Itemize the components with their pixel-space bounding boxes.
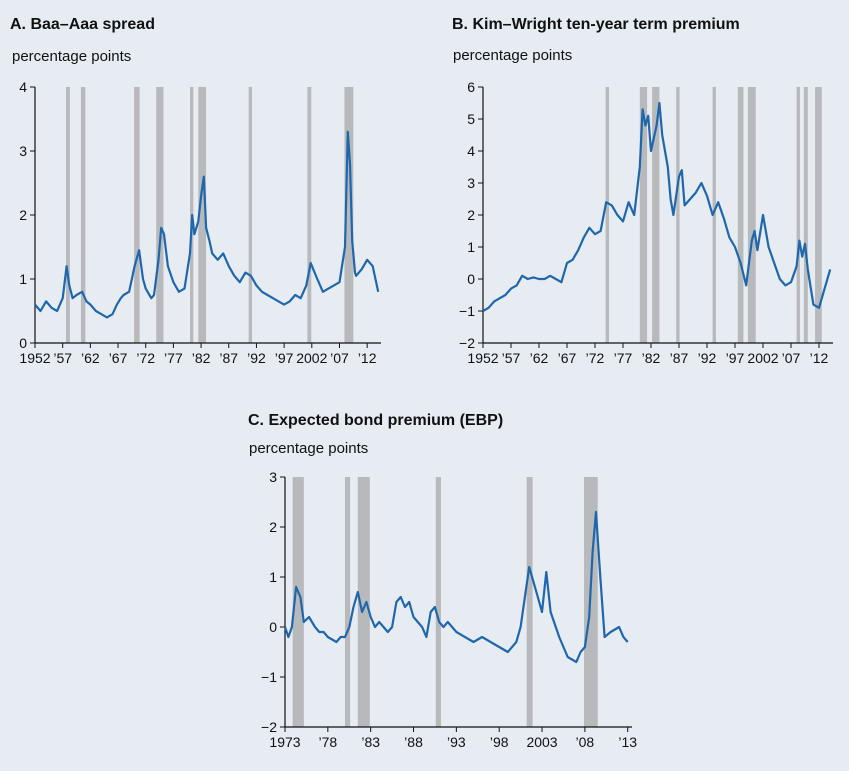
panel-c-title: C. Expected bond premium (EBP) <box>248 412 504 429</box>
y-tick-label: 5 <box>467 111 475 127</box>
series-line <box>34 130 380 319</box>
x-tick-label: ’12 <box>358 350 377 366</box>
y-tick-label: 2 <box>19 207 27 223</box>
panel-a: A. Baa–Aaa spread percentage points 0 1 2 3… <box>0 0 424 380</box>
x-tick-label: 2003 <box>526 734 557 750</box>
panel-b-unit: percentage points <box>453 47 573 64</box>
x-tick-label: ’08 <box>576 734 595 750</box>
x-tick-label: ’83 <box>361 734 380 750</box>
x-tick-label: ’67 <box>109 350 128 366</box>
x-tick-label: ’13 <box>618 734 637 750</box>
series-line <box>283 510 629 664</box>
y-tick-label: 0 <box>269 619 277 635</box>
y-tick-label: 2 <box>269 519 277 535</box>
y-tick-label: 1 <box>467 239 475 255</box>
x-tick-label: ’93 <box>447 734 466 750</box>
x-tick-label: 2002 <box>296 350 327 366</box>
x-tick-label: ’07 <box>782 350 801 366</box>
recession-band-2 <box>357 477 370 727</box>
y-tick-label: 3 <box>269 469 277 485</box>
recession-band-5 <box>198 87 207 343</box>
recession-band-1 <box>344 477 351 727</box>
recession-band-0 <box>605 87 609 343</box>
recession-band-3 <box>156 87 164 343</box>
x-tick-label: ’72 <box>586 350 605 366</box>
x-tick-label: ’87 <box>219 350 238 366</box>
recession-band-8 <box>803 87 808 343</box>
panel-c: C. Expected bond premium (EBP) percentag… <box>240 400 660 771</box>
recession-band-7 <box>796 87 800 343</box>
panel-a-title: A. Baa–Aaa spread <box>10 16 155 33</box>
y-tick-label: 4 <box>19 79 27 95</box>
recession-band-6 <box>747 87 756 343</box>
chart-c: −2 −1 0 1 2 3 1973 ’78 ’83 ’88 ’93 ’98 2003 ’08 ’13 <box>261 469 637 750</box>
y-tick-label: 3 <box>467 175 475 191</box>
x-tick-label: ’57 <box>502 350 521 366</box>
x-tick-label: ’92 <box>698 350 717 366</box>
y-tick-label: −1 <box>261 669 277 685</box>
x-tick-label: ’62 <box>81 350 100 366</box>
x-tick-label: ’82 <box>192 350 211 366</box>
x-tick-label: 1952 <box>467 350 498 366</box>
recession-band-5 <box>737 87 744 343</box>
x-tick-label: ’62 <box>530 350 549 366</box>
y-tick-label: −2 <box>459 335 475 351</box>
recession-band-4 <box>712 87 716 343</box>
y-tick-label: 4 <box>467 143 475 159</box>
panel-b: B. Kim–Wright ten-year term premium perc… <box>440 0 849 380</box>
x-tick-label: 2002 <box>747 350 778 366</box>
x-tick-label: ’72 <box>136 350 155 366</box>
x-tick-label: ’67 <box>558 350 577 366</box>
recession-band-1 <box>639 87 648 343</box>
x-tick-label: ’57 <box>53 350 72 366</box>
x-tick-label: ’77 <box>164 350 183 366</box>
series-line <box>482 101 832 312</box>
recession-band-0 <box>292 477 304 727</box>
chart-b: −2 −1 0 1 2 3 4 5 6 1952’57 ’62 ’67 ’72 ’77 ’82 ’87 ’92 ’… <box>459 79 833 366</box>
y-tick-label: 1 <box>19 271 27 287</box>
y-tick-label: 3 <box>19 143 27 159</box>
recession-band-6 <box>248 87 253 343</box>
y-tick-label: 6 <box>467 79 475 95</box>
recession-band-2 <box>134 87 140 343</box>
x-tick-label: ’78 <box>318 734 337 750</box>
x-tick-label: 1973 <box>269 734 300 750</box>
y-tick-label: 0 <box>19 335 27 351</box>
x-tick-label: ’97 <box>275 350 294 366</box>
x-tick-label: ’88 <box>404 734 423 750</box>
recession-band-1 <box>80 87 86 343</box>
x-tick-label: ’97 <box>726 350 745 366</box>
recession-band-4 <box>526 477 533 727</box>
recession-band-8 <box>344 87 354 343</box>
y-tick-label: 1 <box>269 569 277 585</box>
x-tick-label: ’87 <box>670 350 689 366</box>
recession-band-3 <box>676 87 680 343</box>
y-tick-label: −2 <box>261 719 277 735</box>
panel-b-title: B. Kim–Wright ten-year term premium <box>452 16 740 33</box>
x-tick-label: 1952 <box>19 350 50 366</box>
panel-c-unit: percentage points <box>249 440 369 457</box>
y-tick-label: −1 <box>459 303 475 319</box>
recession-band-0 <box>66 87 70 343</box>
x-tick-label: ’82 <box>642 350 661 366</box>
x-tick-label: ’92 <box>247 350 266 366</box>
x-tick-label: ’77 <box>614 350 633 366</box>
recession-band-3 <box>435 477 441 727</box>
panel-a-unit: percentage points <box>12 48 132 65</box>
y-tick-label: 2 <box>467 207 475 223</box>
y-tick-label: 0 <box>467 271 475 287</box>
x-tick-label: ’12 <box>810 350 829 366</box>
recession-band-9 <box>815 87 822 343</box>
recession-band-7 <box>307 87 312 343</box>
recession-band-2 <box>652 87 660 343</box>
x-tick-label: ’07 <box>330 350 349 366</box>
chart-a: 0 1 2 3 4 1952’57 ’62 ’67 ’72 ’77 ’82 ’87 ’92 ’97 2002… <box>19 79 381 366</box>
x-tick-label: ’98 <box>490 734 509 750</box>
